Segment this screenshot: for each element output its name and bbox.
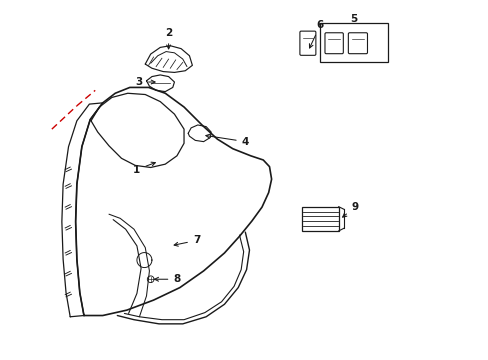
Bar: [302, 207, 338, 231]
Text: 8: 8: [154, 274, 180, 284]
FancyBboxPatch shape: [325, 33, 343, 54]
Text: 7: 7: [174, 235, 200, 246]
Text: 1: 1: [133, 162, 155, 175]
Text: 4: 4: [205, 134, 248, 147]
Text: 9: 9: [342, 202, 358, 217]
FancyBboxPatch shape: [299, 31, 315, 55]
Text: 6: 6: [309, 20, 324, 48]
Text: 5: 5: [349, 14, 357, 24]
Text: 2: 2: [164, 28, 172, 49]
FancyBboxPatch shape: [347, 33, 367, 54]
Text: 3: 3: [136, 77, 155, 87]
Bar: [320, 23, 387, 62]
